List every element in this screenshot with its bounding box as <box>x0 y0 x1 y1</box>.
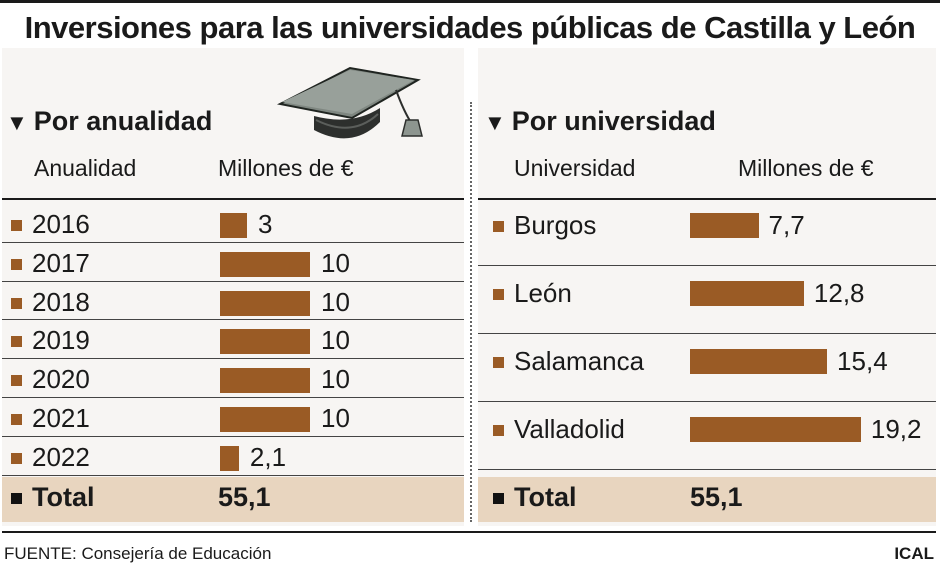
row-bullet <box>11 375 22 387</box>
bar <box>220 445 239 471</box>
value-label: 10 <box>321 286 350 317</box>
bar <box>690 417 861 442</box>
left-total-band <box>2 477 464 522</box>
value-label: 10 <box>321 325 350 356</box>
row-bullet <box>11 452 22 464</box>
row-separator <box>478 469 936 470</box>
top-rule <box>0 0 940 3</box>
bar <box>220 329 310 355</box>
row-separator <box>2 319 464 321</box>
left-col-anualidad: Anualidad <box>34 155 137 181</box>
bar <box>690 281 804 306</box>
right-total-band <box>478 477 936 522</box>
row-separator <box>2 241 464 243</box>
bar <box>220 407 310 432</box>
left-total-value: 55,1 <box>218 482 271 512</box>
row-separator <box>2 474 464 476</box>
left-header-rule <box>2 198 464 200</box>
row-bullet <box>493 289 504 300</box>
value-label: 12,8 <box>813 278 865 308</box>
university-label: Valladolid <box>514 414 625 444</box>
value-label: 10 <box>321 247 350 278</box>
row-bullet <box>493 357 504 368</box>
right-col-universidad: Universidad <box>514 155 636 181</box>
right-heading-text: Por universidad <box>511 106 716 136</box>
right-col-millones: Millones de € <box>738 155 874 181</box>
triangle-down-icon: ▼ <box>6 110 28 135</box>
value-label: 3 <box>258 209 273 239</box>
left-total-label: Total <box>32 482 95 512</box>
bar <box>690 349 828 374</box>
row-bullet <box>11 258 22 270</box>
credit: ICAL <box>894 544 934 563</box>
bar <box>220 290 310 316</box>
university-label: Burgos <box>514 210 597 240</box>
left-heading-text: Por anualidad <box>33 106 213 136</box>
row-separator <box>2 358 464 360</box>
university-label: León <box>514 278 572 308</box>
right-section-title: ▼ Por universidad <box>484 106 716 137</box>
value-label: 7,7 <box>768 210 805 240</box>
row-bullet <box>493 425 504 436</box>
row-separator <box>478 401 936 402</box>
year-label: 2019 <box>32 325 90 356</box>
row-separator <box>2 280 464 282</box>
left-section-title: ▼ Por anualidad <box>6 106 212 137</box>
row-separator <box>2 435 464 437</box>
right-header-rule <box>478 198 936 200</box>
value-label: 10 <box>321 403 350 433</box>
year-label: 2020 <box>32 364 90 395</box>
left-total-bullet <box>11 493 22 504</box>
panel-divider <box>470 102 472 522</box>
bar <box>220 213 247 238</box>
value-label: 2,1 <box>249 441 287 472</box>
right-total-label: Total <box>514 482 577 512</box>
row-separator <box>478 265 936 266</box>
bar <box>690 213 759 238</box>
bar <box>220 368 310 394</box>
row-separator <box>2 397 464 398</box>
year-label: 2022 <box>32 441 90 472</box>
row-bullet <box>11 336 22 348</box>
source-note: FUENTE: Consejería de Educación <box>4 544 272 563</box>
chart-title: Inversiones para las universidades públi… <box>24 10 916 45</box>
row-bullet <box>11 220 22 231</box>
left-col-millones: Millones de € <box>218 155 354 181</box>
triangle-down-icon: ▼ <box>484 110 506 135</box>
right-total-value: 55,1 <box>690 482 743 512</box>
year-label: 2017 <box>32 247 90 278</box>
value-label: 10 <box>321 364 350 395</box>
row-separator <box>478 333 936 334</box>
bar <box>220 251 310 277</box>
graduation-cap-icon <box>276 66 423 139</box>
row-bullet <box>11 414 22 425</box>
row-bullet <box>493 221 504 232</box>
university-label: Salamanca <box>514 346 645 376</box>
year-label: 2018 <box>32 286 90 317</box>
value-label: 15,4 <box>837 346 888 376</box>
right-total-bullet <box>493 493 504 504</box>
year-label: 2016 <box>32 209 90 239</box>
year-label: 2021 <box>32 403 90 433</box>
row-bullet <box>11 297 22 309</box>
value-label: 19,2 <box>870 414 922 444</box>
footer-rule <box>2 531 936 533</box>
